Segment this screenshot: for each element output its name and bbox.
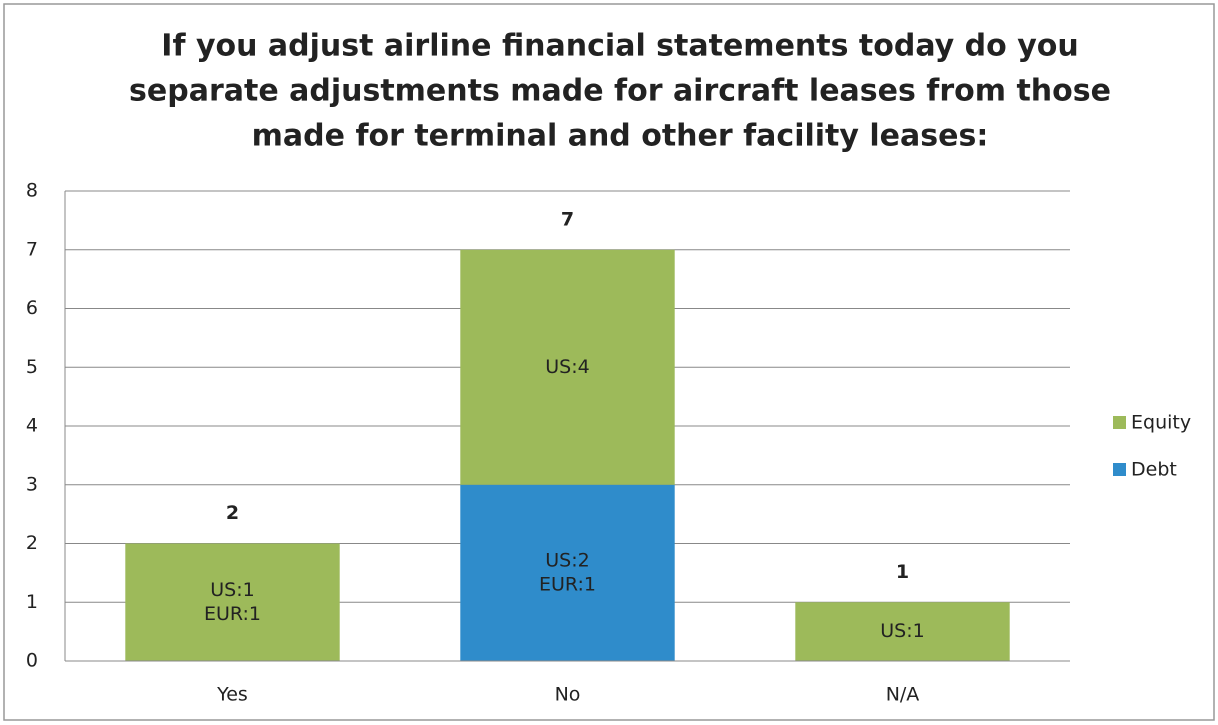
chart-title: If you adjust airline financial statemen…	[161, 29, 1078, 64]
y-tick-label: 1	[26, 591, 38, 613]
segment-label: EUR:1	[539, 573, 596, 595]
x-tick-label: No	[555, 684, 581, 706]
y-tick-label: 2	[26, 532, 38, 554]
chart-title: separate adjustments made for aircraft l…	[129, 74, 1111, 109]
legend-label: Debt	[1131, 459, 1177, 481]
legend-label: Equity	[1131, 412, 1191, 434]
y-tick-label: 6	[26, 297, 38, 319]
y-tick-label: 4	[26, 415, 38, 437]
total-label: 7	[561, 208, 574, 230]
bar-segment	[460, 249, 675, 485]
y-tick-label: 8	[26, 180, 38, 202]
x-tick-label: Yes	[216, 684, 248, 706]
bar-segment	[460, 484, 675, 661]
bar-segment	[125, 543, 340, 661]
segment-label: US:1	[210, 579, 254, 601]
total-label: 2	[226, 502, 239, 524]
segment-label: US:2	[545, 549, 589, 571]
y-tick-label: 7	[26, 238, 38, 260]
segment-label: US:4	[545, 356, 589, 378]
x-tick-label: N/A	[886, 684, 920, 706]
y-tick-label: 5	[26, 356, 38, 378]
y-tick-label: 3	[26, 473, 38, 495]
total-label: 1	[896, 561, 909, 583]
chart-title: made for terminal and other facility lea…	[252, 119, 989, 154]
legend-swatch	[1113, 463, 1126, 476]
segment-label: US:1	[880, 620, 924, 642]
legend-swatch	[1113, 416, 1126, 429]
y-tick-label: 0	[26, 650, 38, 672]
segment-label: EUR:1	[204, 603, 261, 625]
bar-segment	[795, 602, 1010, 661]
